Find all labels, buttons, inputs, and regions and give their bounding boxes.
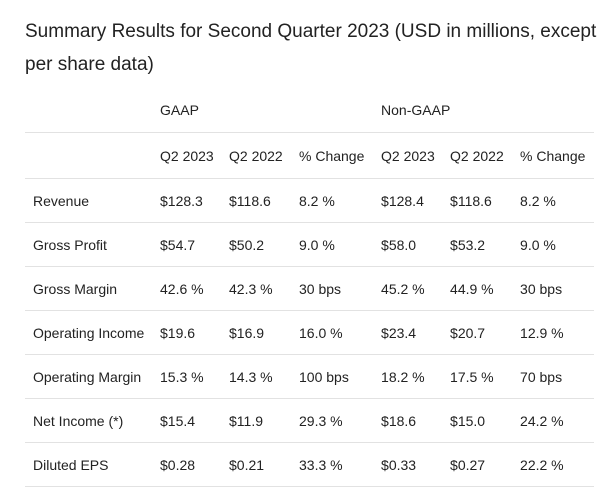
table-cell: $11.9 — [221, 398, 291, 443]
row-label: Net Income (*) — [25, 398, 152, 443]
table-cell: 9.0 % — [512, 222, 595, 267]
table-cell: 15.3 % — [152, 354, 221, 399]
table-cell: 44.9 % — [442, 266, 513, 311]
table-cell: $54.7 — [152, 222, 221, 267]
table-cell: 30 bps — [291, 266, 374, 311]
row-label: Gross Margin — [25, 266, 152, 311]
column-header: Q2 2022 — [221, 132, 291, 179]
table-row: Net Income (*) $15.4 $11.9 29.3 % $18.6 $15.0… — [25, 398, 595, 443]
table-row: Gross Profit $54.7 $50.2 9.0 % $58.0 $53.2 9.0… — [25, 222, 595, 267]
table-cell: $0.27 — [442, 442, 513, 487]
table-cell: 100 bps — [291, 354, 374, 399]
summary-results-table: GAAP Non-GAAP Q2 2023 Q2 2022 % Change Q… — [25, 87, 595, 487]
table-cell: $128.3 — [152, 178, 221, 223]
table-cell: $0.28 — [152, 442, 221, 487]
page-title: Summary Results for Second Quarter 2023 … — [25, 21, 597, 75]
table-cell: 18.2 % — [373, 354, 443, 399]
group-label-gaap: GAAP — [152, 87, 374, 133]
row-label: Operating Income — [25, 310, 152, 355]
column-header: Q2 2023 — [152, 132, 221, 179]
row-label: Operating Margin — [25, 354, 152, 399]
column-header: % Change — [512, 132, 595, 179]
table-cell: 24.2 % — [512, 398, 595, 443]
table-row: Operating Margin 15.3 % 14.3 % 100 bps 18.2 … — [25, 354, 595, 399]
table-cell: 29.3 % — [291, 398, 374, 443]
table-cell: 14.3 % — [221, 354, 291, 399]
table-row: Diluted EPS $0.28 $0.21 33.3 % $0.33 $0.27 22.… — [25, 442, 595, 487]
table-cell: $58.0 — [373, 222, 443, 267]
table-cell: 12.9 % — [512, 310, 595, 355]
table-row: Revenue $128.3 $118.6 8.2 % $128.4 $118.6 8.2 … — [25, 178, 595, 223]
table-cell: 45.2 % — [373, 266, 443, 311]
table-cell: 33.3 % — [291, 442, 374, 487]
row-label: Revenue — [25, 178, 152, 223]
table-cell: $53.2 — [442, 222, 513, 267]
table-cell: $18.6 — [373, 398, 443, 443]
table-cell: $16.9 — [221, 310, 291, 355]
table-cell: 16.0 % — [291, 310, 374, 355]
table-cell: $0.21 — [221, 442, 291, 487]
table-cell: $50.2 — [221, 222, 291, 267]
table-cell: $128.4 — [373, 178, 443, 223]
row-label: Diluted EPS — [25, 442, 152, 487]
table-cell: $0.33 — [373, 442, 443, 487]
table-row: Gross Margin 42.6 % 42.3 % 30 bps 45.2 % 44.9… — [25, 266, 595, 311]
column-header: % Change — [291, 132, 374, 179]
table-cell: $15.0 — [442, 398, 513, 443]
corner-cell — [25, 87, 152, 133]
table-cell: $23.4 — [373, 310, 443, 355]
table-cell: $19.6 — [152, 310, 221, 355]
table-cell: $118.6 — [442, 178, 513, 223]
table-row: Operating Income $19.6 $16.9 16.0 % $23.4 $20… — [25, 310, 595, 355]
table-cell: 9.0 % — [291, 222, 374, 267]
table-cell: 8.2 % — [291, 178, 374, 223]
table-cell: 70 bps — [512, 354, 595, 399]
table-cell: 22.2 % — [512, 442, 595, 487]
table-cell: $118.6 — [221, 178, 291, 223]
table-cell: 42.6 % — [152, 266, 221, 311]
table-cell: 8.2 % — [512, 178, 595, 223]
column-header: Q2 2023 — [373, 132, 443, 179]
row-label: Gross Profit — [25, 222, 152, 267]
table-cell: $20.7 — [442, 310, 513, 355]
group-label-non-gaap: Non-GAAP — [373, 87, 595, 133]
table-cell: 30 bps — [512, 266, 595, 311]
column-header-row: Q2 2023 Q2 2022 % Change Q2 2023 Q2 2022… — [25, 132, 595, 179]
table-cell: 17.5 % — [442, 354, 513, 399]
column-header: Q2 2022 — [442, 132, 513, 179]
table-cell: 42.3 % — [221, 266, 291, 311]
table-cell: $15.4 — [152, 398, 221, 443]
header-corner-cell — [25, 132, 152, 179]
group-header-row: GAAP Non-GAAP — [25, 87, 595, 133]
